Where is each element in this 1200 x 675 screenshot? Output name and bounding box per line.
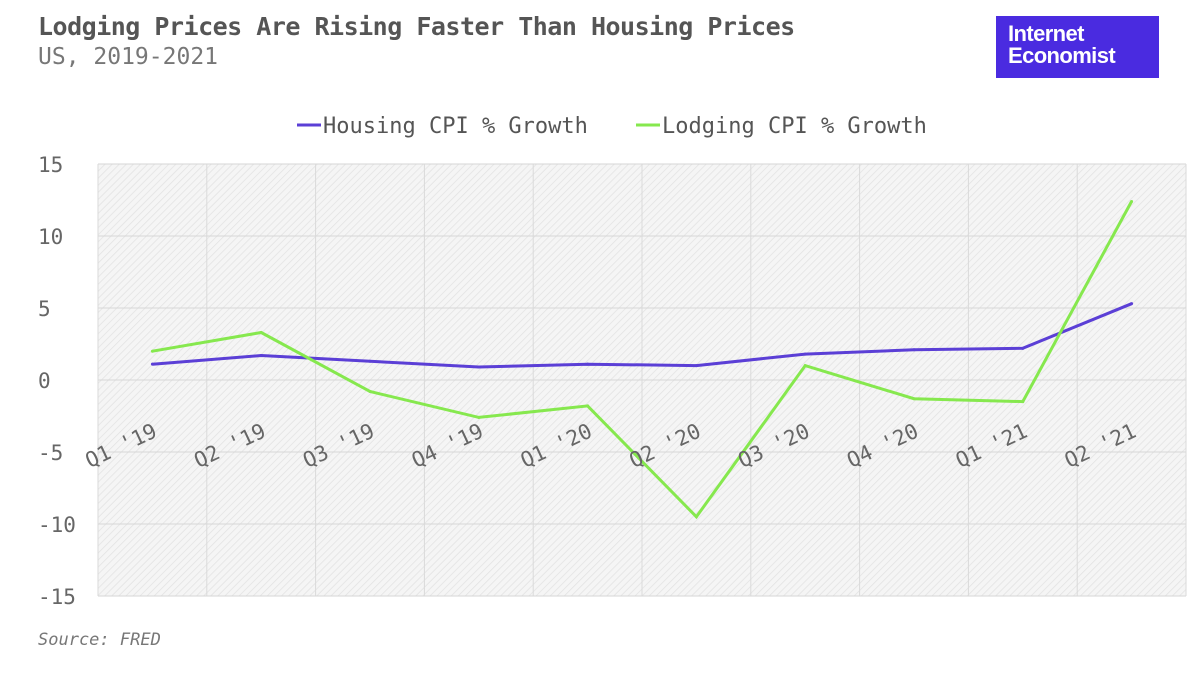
housing-point xyxy=(1021,346,1025,350)
y-tick-label: 10 xyxy=(38,225,63,249)
lodging-point xyxy=(694,515,698,519)
legend: Housing CPI % Growth Lodging CPI % Growth xyxy=(297,114,927,139)
housing-point xyxy=(259,354,263,358)
y-tick-label: -5 xyxy=(38,441,63,465)
series-lines xyxy=(150,199,1134,520)
housing-point xyxy=(477,365,481,369)
chart-subtitle: US, 2019-2021 xyxy=(38,44,219,70)
chart-title: Lodging Prices Are Rising Faster Than Ho… xyxy=(38,12,795,41)
lodging-point xyxy=(368,390,372,394)
housing-point xyxy=(912,348,916,352)
legend-housing-label: Housing CPI % Growth xyxy=(323,114,588,139)
lodging-point xyxy=(477,415,481,419)
housing-cpi-line xyxy=(152,302,1133,369)
brand-logo: Internet Economist xyxy=(996,16,1159,78)
y-tick-label: 15 xyxy=(38,153,63,177)
lodging-point xyxy=(803,364,807,368)
housing-point xyxy=(1130,302,1134,306)
housing-point xyxy=(368,359,372,363)
brand-logo-line2: Economist xyxy=(1008,43,1116,68)
lodging-point xyxy=(1021,400,1025,404)
housing-point xyxy=(803,352,807,356)
lodging-point xyxy=(150,349,154,353)
y-tick-label: -10 xyxy=(38,513,76,537)
lodging-point xyxy=(1130,199,1134,203)
lodging-point xyxy=(912,397,916,401)
legend-lodging-label: Lodging CPI % Growth xyxy=(662,114,927,139)
y-tick-label: -15 xyxy=(38,585,76,609)
source-note: Source: FRED xyxy=(38,630,161,650)
housing-point xyxy=(694,364,698,368)
lodging-point xyxy=(259,330,263,334)
y-tick-label: 0 xyxy=(38,369,51,393)
brand-logo-line1: Internet xyxy=(1008,21,1084,46)
housing-point xyxy=(150,362,154,366)
y-tick-label: 5 xyxy=(38,297,51,321)
grid xyxy=(97,163,1187,597)
lodging-point xyxy=(586,404,590,408)
lodging-cpi-line xyxy=(152,200,1133,520)
housing-point xyxy=(586,362,590,366)
